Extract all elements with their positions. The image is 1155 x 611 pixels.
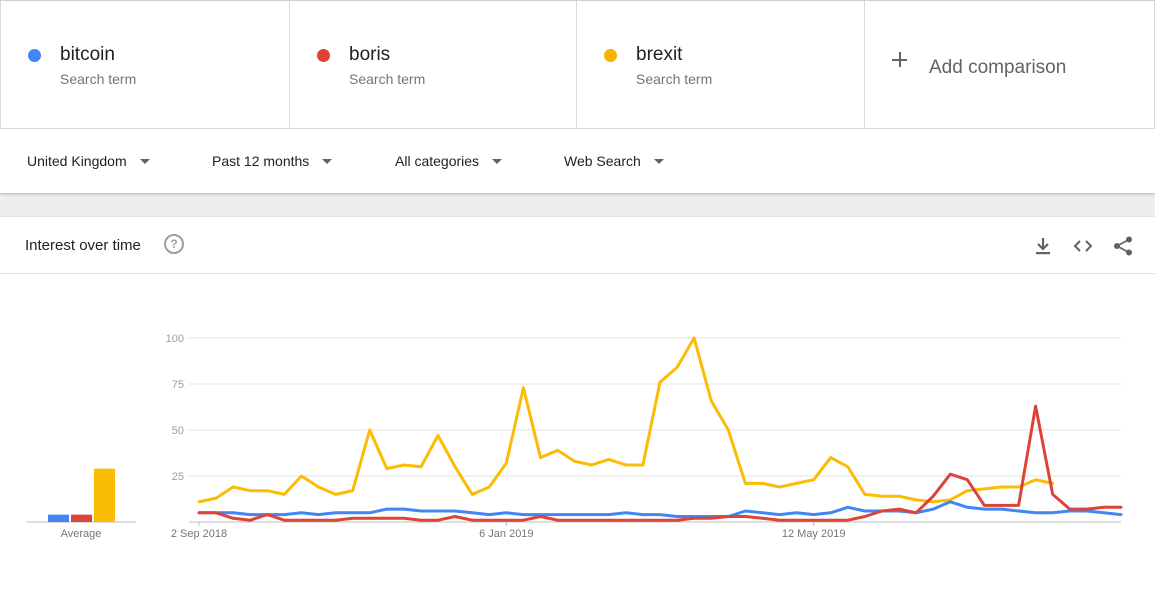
term-type: Search term [636, 71, 713, 87]
average-bar-brexit [94, 468, 115, 522]
term-name: bitcoin [60, 44, 115, 65]
term-card-bitcoin[interactable]: bitcoin Search term [0, 1, 290, 129]
interest-chart: 25 50 75 100 2 Sep 2018 6 Jan 2019 12 May 2019… [26, 333, 1123, 540]
category-value: All categories [395, 153, 480, 169]
embed-icon[interactable] [1072, 235, 1094, 257]
period-select[interactable]: Past 12 months [212, 153, 333, 169]
region-value: United Kingdom [27, 153, 127, 169]
filter-bar: United Kingdom Past 12 months All catego… [0, 128, 1155, 193]
x-tick-label: 2 Sep 2018 [171, 528, 227, 540]
bitcoin-color-dot [28, 49, 41, 62]
card-title: Interest over time [25, 237, 141, 254]
search-type-value: Web Search [564, 153, 641, 169]
region-select[interactable]: United Kingdom [27, 153, 150, 169]
help-circle-icon[interactable]: ? [164, 234, 184, 254]
term-name: boris [349, 44, 391, 65]
term-name: brexit [636, 44, 683, 65]
series-line-boris [197, 404, 1123, 522]
average-label: Average [61, 528, 102, 540]
x-tick-label: 12 May 2019 [782, 528, 846, 540]
y-tick-label: 25 [172, 471, 184, 483]
term-type: Search term [349, 71, 426, 87]
caret-down-icon [139, 158, 150, 164]
period-value: Past 12 months [212, 153, 310, 169]
term-card-boris[interactable]: boris Search term [289, 1, 577, 129]
search-type-select[interactable]: Web Search [564, 153, 664, 169]
card-header: Interest over time ? [0, 217, 1155, 274]
caret-down-icon [653, 158, 664, 164]
interest-over-time-card: Interest over time ? 25 50 75 100 2 Sep 2018… [0, 217, 1155, 611]
add-comparison-button[interactable]: Add comparison [864, 1, 1155, 129]
share-icon[interactable] [1112, 235, 1134, 257]
x-tick-label: 6 Jan 2019 [479, 528, 533, 540]
caret-down-icon [322, 158, 333, 164]
plus-icon [891, 51, 909, 69]
search-terms-panel: bitcoin Search term boris Search term br… [0, 0, 1155, 193]
y-tick-label: 75 [172, 379, 184, 391]
series-line-brexit [197, 336, 1055, 504]
category-select[interactable]: All categories [395, 153, 503, 169]
term-type: Search term [60, 71, 137, 87]
terms-row: bitcoin Search term boris Search term br… [0, 0, 1155, 129]
y-tick-label: 50 [172, 425, 184, 437]
average-bar-bitcoin [48, 514, 69, 522]
brexit-color-dot [604, 49, 617, 62]
boris-color-dot [317, 49, 330, 62]
add-comparison-label: Add comparison [929, 57, 1067, 78]
series-line-bitcoin [197, 500, 1123, 518]
average-bar-boris [71, 514, 92, 522]
term-card-brexit[interactable]: brexit Search term [576, 1, 865, 129]
download-icon[interactable] [1032, 235, 1054, 257]
caret-down-icon [492, 158, 503, 164]
y-tick-label: 100 [166, 333, 184, 345]
